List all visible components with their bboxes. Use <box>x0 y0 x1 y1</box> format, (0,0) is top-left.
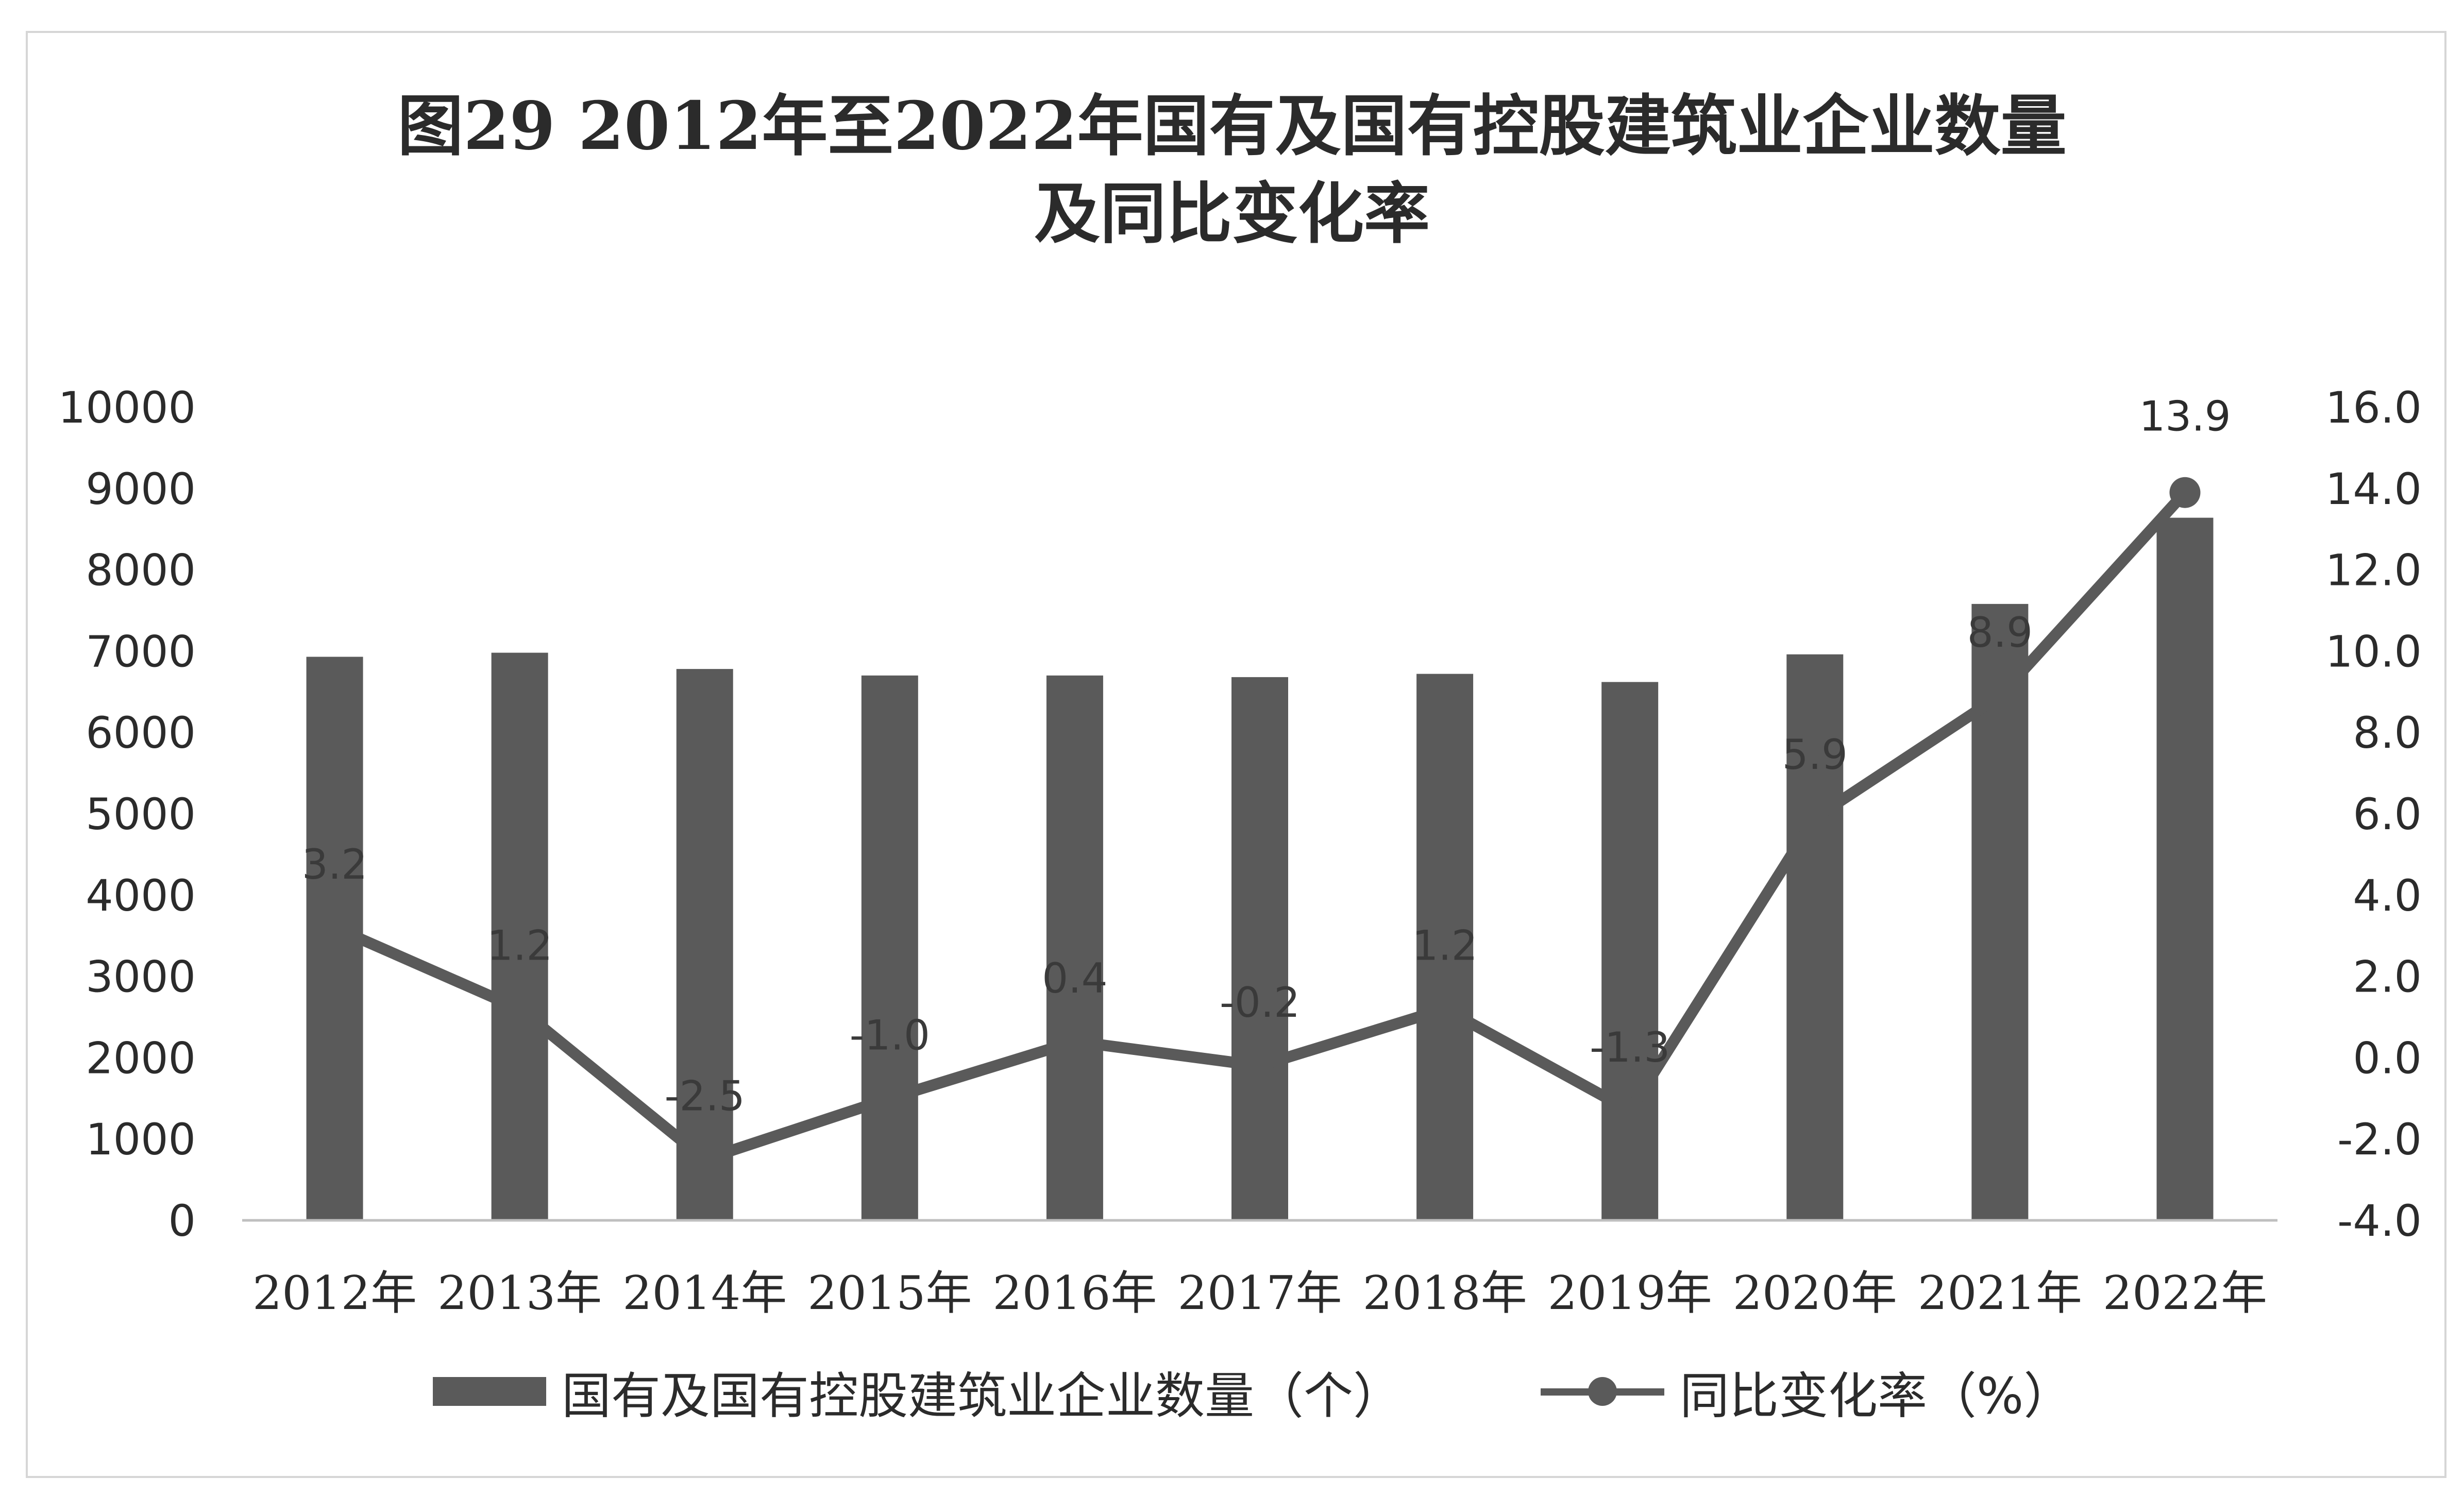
line-data-label: -0.2 <box>1220 979 1300 1027</box>
legend-swatch-line <box>1541 1377 1664 1406</box>
y-right-tick-label: 4.0 <box>2353 870 2422 921</box>
y-left-tick-label: 10000 <box>58 382 196 433</box>
x-tick-label: 2019年 <box>1548 1266 1712 1320</box>
y-right-tick-label: 2.0 <box>2353 952 2422 1002</box>
bar <box>676 669 733 1220</box>
bar <box>1416 674 1474 1220</box>
y-left-tick-label: 9000 <box>86 464 196 514</box>
line-data-label: 5.9 <box>1782 731 1848 779</box>
y-left-tick-label: 0 <box>168 1196 196 1246</box>
x-tick-label: 2021年 <box>1918 1266 2082 1320</box>
y-right-tick-label: 6.0 <box>2353 789 2422 840</box>
x-tick-label: 2020年 <box>1733 1266 1897 1320</box>
x-tick-label: 2013年 <box>437 1266 602 1320</box>
line-data-label: 8.9 <box>1967 609 2033 657</box>
x-tick-label: 2016年 <box>992 1266 1157 1320</box>
line-data-label: 3.2 <box>302 841 367 888</box>
line-data-label: -2.5 <box>665 1072 745 1120</box>
line-data-label: -1.3 <box>1590 1023 1670 1071</box>
legend-label-rate: 同比变化率（%） <box>1680 1367 2073 1425</box>
legend-swatch-bar <box>433 1377 546 1406</box>
x-tick-label: 2017年 <box>1177 1266 1342 1320</box>
line-data-label: 1.2 <box>1412 922 1477 970</box>
y-left-tick-label: 3000 <box>86 952 196 1002</box>
line-data-label: 0.4 <box>1042 954 1107 1002</box>
y-left-tick-label: 7000 <box>86 626 196 677</box>
y-right-tick-label: 16.0 <box>2325 382 2422 433</box>
y-left-tick-label: 2000 <box>86 1033 196 1083</box>
y-right-tick-label: 8.0 <box>2353 708 2422 758</box>
bar <box>491 652 548 1220</box>
chart-title-line-1: 图29 2012年至2022年国有及国有控股建筑业企业数量 <box>397 88 2067 165</box>
chart-legend: 国有及国有控股建筑业企业数量（个） 同比变化率（%） <box>0 1350 2464 1433</box>
x-tick-label: 2014年 <box>622 1266 787 1320</box>
bar <box>1601 682 1659 1220</box>
y-left-tick-label: 8000 <box>86 545 196 596</box>
line-data-label: 13.9 <box>2139 393 2231 441</box>
legend-item-rate: 同比变化率（%） <box>1541 1350 2073 1433</box>
bar <box>861 675 918 1220</box>
line-data-label: -1.0 <box>850 1011 930 1059</box>
y-right-tick-label: 12.0 <box>2325 545 2422 596</box>
y-left-tick-label: 5000 <box>86 789 196 840</box>
y-right-tick-label: -4.0 <box>2337 1196 2422 1246</box>
y-right-tick-label: 14.0 <box>2325 464 2422 514</box>
y-right-tick-label: 0.0 <box>2353 1033 2422 1083</box>
bar <box>1786 654 1844 1220</box>
bar <box>1231 677 1288 1220</box>
bar <box>1046 675 1103 1220</box>
y-right-tick-label: 10.0 <box>2325 626 2422 677</box>
y-right-tick-label: -2.0 <box>2337 1114 2422 1165</box>
line-point-marker <box>2169 477 2201 508</box>
x-tick-label: 2022年 <box>2103 1266 2267 1320</box>
y-left-tick-label: 4000 <box>86 870 196 921</box>
bar <box>2156 517 2214 1221</box>
legend-item-count: 国有及国有控股建筑业企业数量（个） <box>433 1350 1403 1433</box>
x-tick-label: 2015年 <box>807 1266 972 1320</box>
series-line <box>329 486 2191 1165</box>
x-tick-label: 2018年 <box>1363 1266 1527 1320</box>
y-left-tick-label: 6000 <box>86 708 196 758</box>
line-data-label: 1.2 <box>487 922 552 970</box>
chart-title-line-2: 及同比变化率 <box>1034 175 1430 253</box>
x-tick-label: 2012年 <box>252 1266 417 1320</box>
legend-label-count: 国有及国有控股建筑业企业数量（个） <box>562 1367 1403 1425</box>
y-left-tick-label: 1000 <box>86 1114 196 1165</box>
